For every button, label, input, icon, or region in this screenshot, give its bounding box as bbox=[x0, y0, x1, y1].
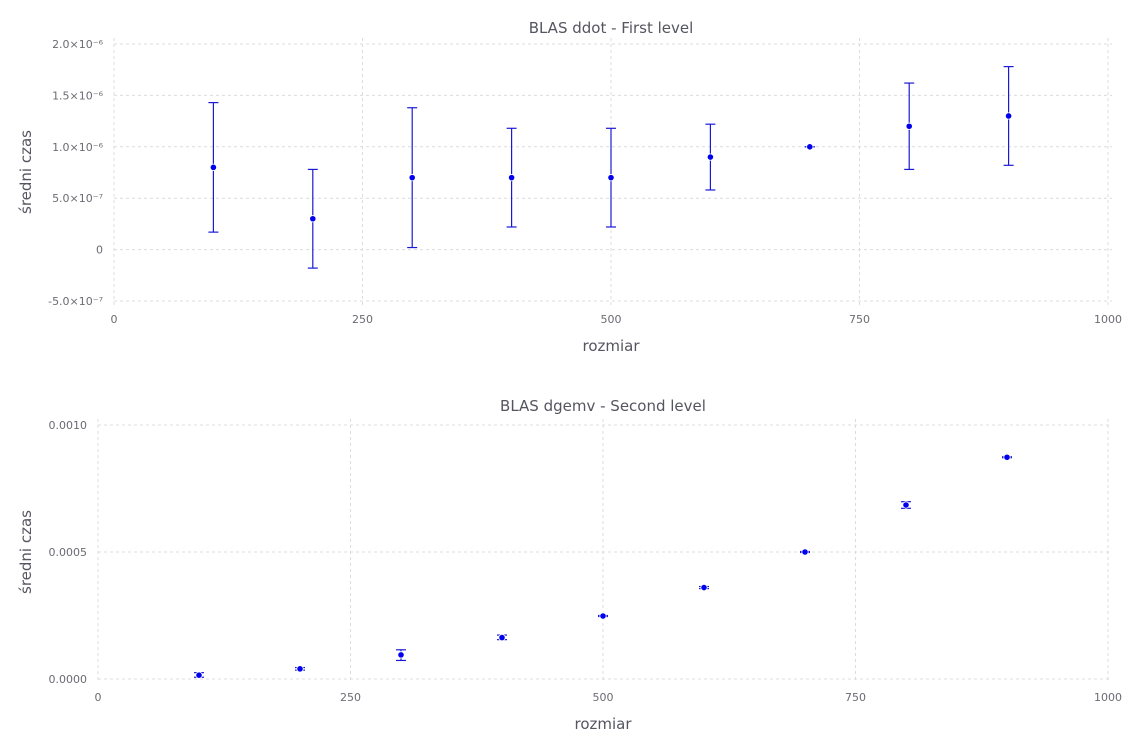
data-point bbox=[599, 612, 607, 620]
data-point bbox=[806, 143, 814, 151]
y-tick-label: 0 bbox=[96, 244, 103, 257]
grid bbox=[113, 38, 1112, 305]
data-point bbox=[397, 651, 405, 659]
x-tick-label: 750 bbox=[849, 313, 870, 326]
data-series bbox=[208, 66, 1014, 269]
y-tick-label: 5.0×10⁻⁷ bbox=[52, 192, 103, 205]
x-tick-label: 0 bbox=[111, 313, 118, 326]
chart-title: BLAS ddot - First level bbox=[529, 19, 694, 37]
y-tick-labels: -5.0×10⁻⁷ 0 5.0×10⁻⁷ 1.0×10⁻⁶ 1.5×10⁻⁶ 2.0×10… bbox=[48, 38, 103, 308]
data-point bbox=[498, 633, 506, 642]
x-tick-label: 1000 bbox=[1094, 691, 1122, 704]
x-tick-label: 500 bbox=[593, 691, 614, 704]
y-tick-label: 1.0×10⁻⁶ bbox=[52, 141, 104, 154]
data-point bbox=[607, 174, 615, 182]
chart-title: BLAS dgemv - Second level bbox=[500, 397, 706, 415]
y-tick-labels: 0.0000 0.0005 0.0010 bbox=[49, 419, 88, 686]
x-tick-label: 0 bbox=[95, 691, 102, 704]
y-tick-label: 0.0000 bbox=[49, 673, 88, 686]
x-tick-label: 1000 bbox=[1094, 313, 1122, 326]
data-point bbox=[801, 548, 809, 556]
data-point bbox=[296, 665, 304, 673]
data-point bbox=[209, 163, 217, 171]
y-tick-label: -5.0×10⁻⁷ bbox=[48, 295, 103, 308]
y-tick-label: 1.5×10⁻⁶ bbox=[52, 89, 104, 102]
data-point bbox=[408, 174, 416, 182]
data-point bbox=[507, 174, 516, 182]
chart-panel-dgemv: BLAS dgemv - Second level rozmiar średni… bbox=[17, 397, 1122, 733]
data-point bbox=[195, 671, 203, 679]
data-point bbox=[902, 501, 910, 509]
y-axis-label: średni czas bbox=[17, 510, 35, 594]
x-tick-label: 750 bbox=[845, 691, 866, 704]
y-axis-label: średni czas bbox=[17, 130, 35, 214]
data-series bbox=[194, 453, 1012, 679]
x-tick-label: 250 bbox=[352, 313, 373, 326]
x-axis-label: rozmiar bbox=[574, 715, 632, 733]
x-tick-label: 250 bbox=[340, 691, 361, 704]
data-point bbox=[706, 153, 715, 161]
data-point bbox=[1003, 453, 1011, 461]
grid bbox=[97, 419, 1112, 683]
x-tick-labels: 0 250 500 750 1000 bbox=[95, 691, 1123, 704]
data-point bbox=[905, 122, 913, 130]
x-axis-label: rozmiar bbox=[582, 337, 640, 355]
y-tick-label: 0.0005 bbox=[49, 546, 88, 559]
y-tick-label: 0.0010 bbox=[49, 419, 88, 432]
data-point bbox=[700, 583, 708, 592]
data-point bbox=[309, 215, 317, 223]
chart-panel-ddot: BLAS ddot - First level rozmiar średni c… bbox=[17, 19, 1122, 355]
data-point bbox=[1004, 112, 1013, 120]
y-tick-label: 2.0×10⁻⁶ bbox=[52, 38, 104, 51]
x-tick-label: 500 bbox=[601, 313, 622, 326]
x-tick-labels: 0 250 500 750 1000 bbox=[111, 313, 1123, 326]
